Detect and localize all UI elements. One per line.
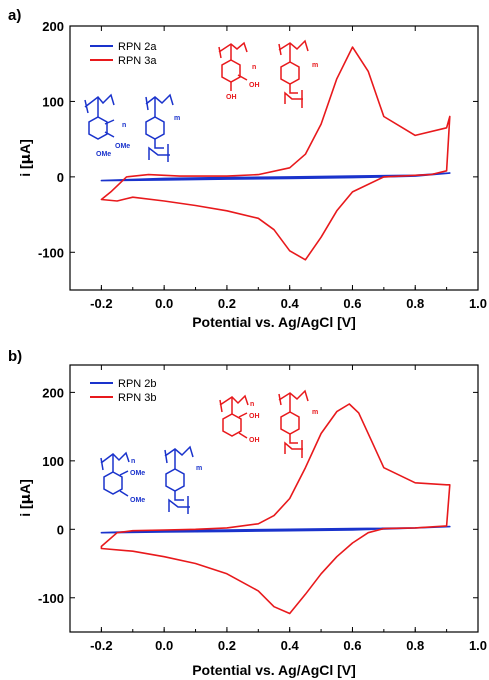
panel-a-legend-label-1: RPN 3a (118, 55, 157, 67)
panel-b-plot-frame (69, 364, 479, 633)
panel-b-red-right-subscript: m (312, 409, 318, 416)
panel-b-structure-red-right: m (278, 389, 318, 458)
panel-a-y-tick-label: 100 (42, 94, 64, 109)
panel-b: b) -0.2 0.0 0.2 0.4 0.6 0.8 1.0 200 100 0 -100 Po… (8, 348, 487, 678)
panel-b-x-tick-label: -0.2 (90, 638, 112, 653)
panel-a-series-1-line (100, 46, 451, 261)
panel-a-x-tick-label: -0.2 (90, 296, 112, 311)
panel-a-blue-left-sub1: OMe (115, 143, 130, 150)
panel-a-red-left-subscript: n (252, 64, 256, 71)
panel-b-y-tick-label: 0 (57, 522, 64, 537)
panel-b-legend-label-0: RPN 2b (118, 378, 157, 390)
panel-a-x-tick-label: 0.2 (218, 296, 236, 311)
panel-b-series-group (100, 403, 451, 615)
panel-b-y-tick-label: -100 (38, 591, 64, 606)
panel-a-x-ticks: -0.2 0.0 0.2 0.4 0.6 0.8 1.0 (69, 26, 487, 311)
panel-a-structure-blue-left: OMe OMe n (84, 93, 130, 158)
panel-a-legend-label-0: RPN 2a (118, 41, 157, 53)
panel-b-series-0-line (100, 525, 451, 534)
panel-a-y-tick-label: -100 (38, 245, 64, 260)
panel-a-x-tick-label: 0.4 (281, 296, 300, 311)
panel-b-x-axis-title: Potential vs. Ag/AgCl [V] (192, 662, 356, 678)
panel-b-x-tick-label: 0.4 (281, 638, 300, 653)
panel-b-label: b) (8, 348, 22, 365)
panel-b-series-1-line (100, 403, 451, 615)
panel-a: a) -0.2 0.0 0.2 0.4 0.6 0.8 1.0 200 100 0 -100 Po… (8, 7, 487, 330)
panel-a-x-tick-label: 0.6 (343, 296, 361, 311)
panel-b-structure-blue-right: m (164, 445, 202, 514)
panel-b-blue-right-subscript: m (196, 465, 202, 472)
panel-b-x-tick-label: 1.0 (469, 638, 487, 653)
panel-a-x-tick-label: 1.0 (469, 296, 487, 311)
panel-b-structure-blue-left: OMe OMe n (100, 451, 145, 504)
panel-a-blue-right-subscript: m (174, 115, 180, 122)
panel-a-y-axis-title: i [μA] (17, 139, 34, 177)
panel-b-structure-red-left: OH OH n (219, 394, 260, 444)
panel-a-structure-red-left: OH OH n (218, 41, 260, 101)
panel-b-x-tick-label: 0.6 (343, 638, 361, 653)
panel-a-structure-red-right: m (278, 39, 318, 108)
panel-b-y-axis-title: i [μA] (17, 479, 34, 517)
panel-b-legend: RPN 2b RPN 3b (90, 378, 157, 404)
panel-b-x-tick-label: 0.2 (218, 638, 236, 653)
panel-a-blue-left-sub2: OMe (96, 151, 111, 158)
panel-b-y-tick-label: 100 (42, 454, 64, 469)
panel-a-red-right-subscript: m (312, 62, 318, 69)
panel-a-series-group (100, 46, 451, 261)
panel-a-label: a) (8, 7, 21, 24)
panel-a-y-ticks: 200 100 0 -100 (38, 19, 478, 260)
panel-a-plot-frame (69, 25, 479, 291)
panel-a-x-axis-title: Potential vs. Ag/AgCl [V] (192, 314, 356, 330)
panel-b-blue-left-subscript: n (131, 458, 135, 465)
panel-a-blue-left-subscript: n (122, 122, 126, 129)
panel-b-y-ticks: 200 100 0 -100 (38, 385, 478, 606)
panel-a-red-left-sub2: OH (226, 94, 237, 101)
panel-a-legend: RPN 2a RPN 3a (90, 41, 157, 67)
panel-a-red-left-sub1: OH (249, 82, 260, 89)
panel-b-legend-label-1: RPN 3b (118, 392, 157, 404)
panel-b-x-ticks: -0.2 0.0 0.2 0.4 0.6 0.8 1.0 (69, 365, 487, 653)
panel-b-red-left-subscript: n (250, 401, 254, 408)
panel-b-x-tick-label: 0.8 (406, 638, 424, 653)
panel-a-x-tick-label: 0.8 (406, 296, 424, 311)
panel-b-y-tick-label: 200 (42, 385, 64, 400)
panel-b-red-left-sub2: OH (249, 437, 260, 444)
panel-b-blue-left-sub2: OMe (130, 497, 145, 504)
panel-b-x-tick-label: 0.0 (155, 638, 173, 653)
panel-a-series-0-line (100, 172, 451, 182)
panel-a-y-tick-label: 0 (57, 170, 64, 185)
panel-a-structure-blue-right: m (145, 93, 180, 162)
panel-b-red-left-sub1: OH (249, 413, 260, 420)
panel-a-x-tick-label: 0.0 (155, 296, 173, 311)
panel-b-blue-left-sub1: OMe (130, 470, 145, 477)
panel-a-y-tick-label: 200 (42, 19, 64, 34)
